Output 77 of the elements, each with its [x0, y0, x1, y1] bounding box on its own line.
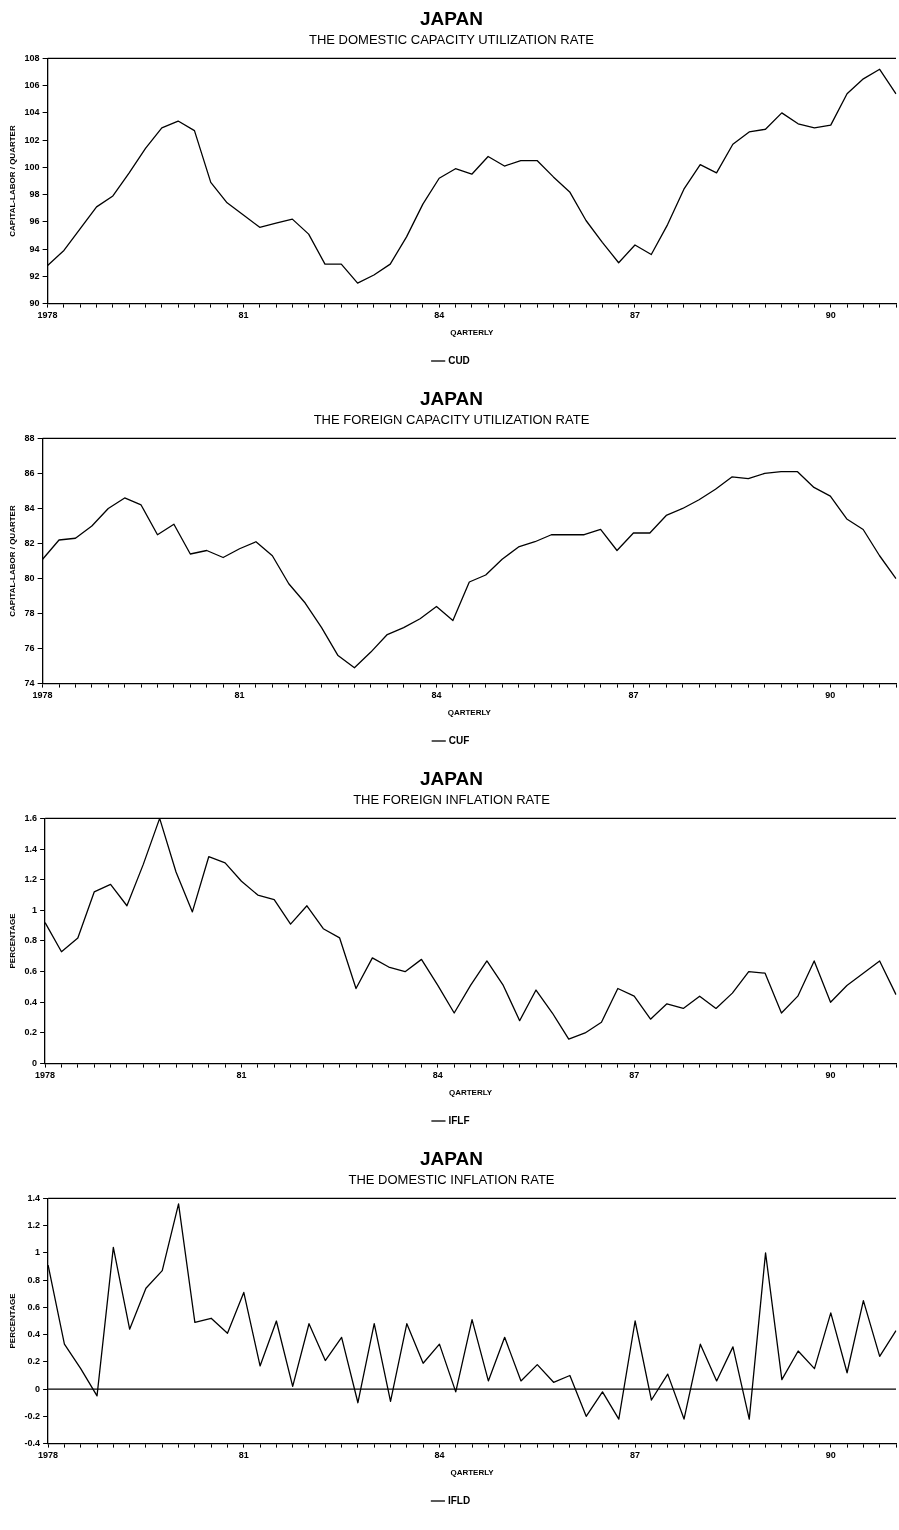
- x-tick-label: 84: [434, 310, 445, 321]
- y-axis-title: PERCENTAGE: [8, 1292, 17, 1349]
- y-tick-label: -0.4: [24, 1438, 41, 1449]
- x-tick-label: 87: [630, 1450, 641, 1461]
- y-tick-label: 84: [24, 502, 35, 513]
- x-tick-label: 1978: [35, 1070, 56, 1081]
- y-axis-title: PERCENTAGE: [8, 912, 17, 969]
- y-tick-label: 1.2: [24, 874, 38, 885]
- y-tick-label: 82: [24, 537, 35, 548]
- chart-title: JAPAN: [420, 767, 483, 789]
- y-tick-label: 1.2: [27, 1220, 41, 1231]
- y-tick-label: 0.8: [24, 935, 38, 946]
- y-tick-label: 0.4: [27, 1329, 41, 1340]
- x-tick-label: 81: [234, 690, 245, 701]
- y-tick-label: 100: [24, 161, 40, 172]
- y-tick-label: 104: [24, 107, 40, 118]
- y-axis-title: CAPITAL-LABOR / QUARTER: [8, 505, 17, 617]
- y-tick-label: 98: [29, 189, 40, 200]
- y-tick-label: 0.4: [24, 996, 38, 1007]
- y-tick-label: 78: [24, 608, 35, 619]
- x-tick-label: 84: [432, 1070, 443, 1081]
- x-tick-label: 1978: [37, 310, 58, 321]
- legend-label: CUD: [448, 354, 470, 366]
- y-tick-label: 94: [29, 243, 40, 254]
- x-tick-label: 90: [825, 1450, 836, 1461]
- x-axis-title: QARTERLY: [450, 328, 495, 338]
- y-tick-label: 0.6: [27, 1301, 41, 1312]
- x-tick-label: 84: [431, 690, 442, 701]
- x-tick-label: 87: [628, 690, 639, 701]
- y-tick-label: 1.4: [24, 843, 38, 854]
- y-axis-title: CAPITAL-LABOR / QUARTER: [8, 125, 17, 237]
- y-tick-label: 1.4: [27, 1192, 41, 1203]
- chart-title: JAPAN: [420, 7, 483, 29]
- chart-title: JAPAN: [420, 387, 483, 409]
- chart-subtitle: THE DOMESTIC CAPACITY UTILIZATION RATE: [308, 32, 595, 48]
- chart-title: JAPAN: [420, 1147, 483, 1169]
- chart-subtitle: THE DOMESTIC INFLATION RATE: [348, 1172, 555, 1188]
- x-tick-label: 84: [434, 1450, 445, 1461]
- y-tick-label: 88: [24, 432, 35, 443]
- x-axis-title: QARTERLY: [447, 708, 492, 718]
- y-tick-label: -0.2: [24, 1410, 41, 1421]
- y-tick-label: 0.2: [27, 1356, 41, 1367]
- y-tick-label: 76: [24, 643, 35, 654]
- y-tick-label: 0.2: [24, 1027, 38, 1038]
- x-tick-label: 81: [238, 310, 249, 321]
- x-axis-title: QARTERLY: [450, 1468, 495, 1478]
- y-tick-label: 0.6: [24, 966, 38, 977]
- legend-label: CUF: [448, 734, 470, 746]
- y-tick-label: 0: [32, 1058, 38, 1069]
- x-tick-label: 87: [629, 310, 640, 321]
- y-tick-label: 92: [29, 270, 40, 281]
- x-tick-label: 1978: [38, 1450, 59, 1461]
- x-tick-label: 90: [825, 310, 836, 321]
- y-tick-label: 1: [35, 1247, 41, 1258]
- y-tick-label: 108: [24, 52, 40, 63]
- y-tick-label: 1.6: [24, 812, 38, 823]
- y-tick-label: 1: [32, 904, 38, 915]
- y-tick-label: 0.8: [27, 1274, 41, 1285]
- y-tick-label: 90: [29, 298, 40, 309]
- y-tick-label: 86: [24, 467, 35, 478]
- chart-subtitle: THE FOREIGN INFLATION RATE: [353, 792, 551, 808]
- y-tick-label: 106: [24, 80, 40, 91]
- legend-label: IFLF: [448, 1114, 470, 1126]
- x-tick-label: 81: [236, 1070, 247, 1081]
- y-tick-label: 80: [24, 573, 35, 583]
- y-tick-label: 96: [29, 216, 40, 227]
- x-tick-label: 90: [825, 690, 836, 701]
- x-tick-label: 81: [238, 1450, 249, 1461]
- x-tick-label: 1978: [32, 690, 53, 701]
- y-tick-label: 0: [35, 1383, 41, 1394]
- y-tick-label: 102: [24, 134, 40, 145]
- y-tick-label: 74: [24, 678, 35, 689]
- x-tick-label: 90: [825, 1070, 836, 1081]
- x-axis-title: QARTERLY: [448, 1088, 493, 1098]
- x-tick-label: 87: [629, 1070, 640, 1081]
- chart-subtitle: THE FOREIGN CAPACITY UTILIZATION RATE: [313, 412, 590, 428]
- legend-label: IFLD: [447, 1494, 471, 1506]
